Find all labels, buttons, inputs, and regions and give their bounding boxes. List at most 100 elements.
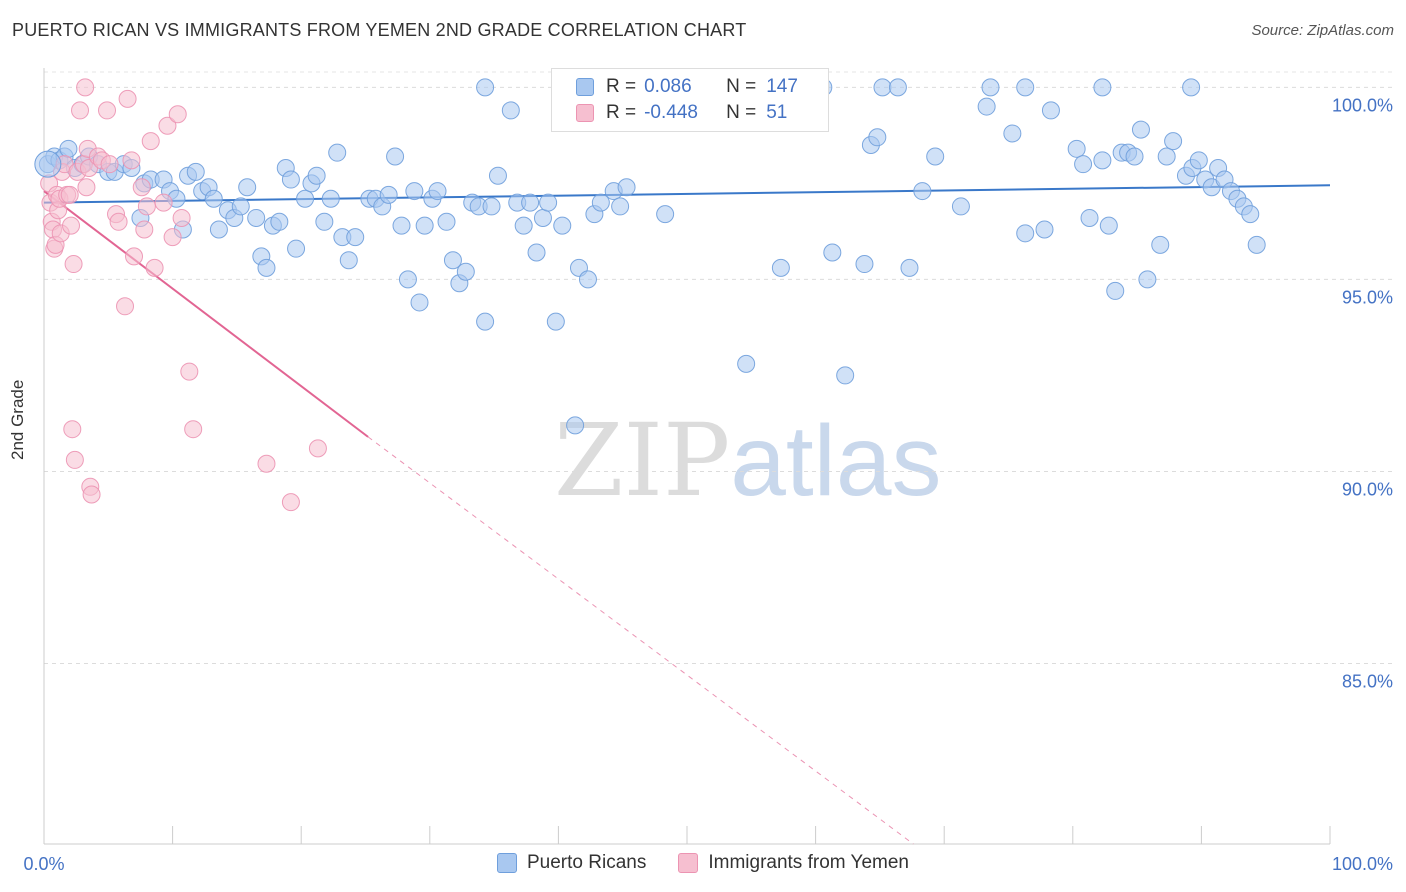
legend-label: Puerto Ricans	[527, 852, 647, 873]
x-tick-label: 0.0%	[23, 854, 64, 874]
puerto-rican-point	[1164, 132, 1183, 151]
puerto-rican-point	[913, 182, 932, 201]
y-tick-label: 90.0%	[1342, 479, 1393, 499]
puerto-rican-point	[1016, 224, 1035, 243]
y-tick-label: 100.0%	[1332, 95, 1393, 115]
puerto-rican-point	[456, 262, 475, 281]
y-tick-label: 95.0%	[1342, 287, 1393, 307]
yemen-point	[135, 220, 154, 239]
puerto-rican-point	[836, 366, 855, 385]
puerto-rican-point	[1041, 101, 1060, 120]
puerto-rican-point	[926, 147, 945, 166]
yemen-point	[64, 255, 83, 274]
puerto-rican-point	[656, 205, 675, 224]
puerto-rican-point	[346, 228, 365, 247]
trend-lines	[43, 184, 1331, 845]
puerto-rican-trend-line	[43, 184, 1331, 204]
puerto-rican-point	[34, 150, 62, 178]
puerto-rican-point	[1074, 155, 1093, 174]
puerto-rican-point	[270, 212, 289, 231]
puerto-rican-point	[533, 208, 552, 227]
yemen-point	[60, 185, 79, 204]
yemen-point	[172, 208, 191, 227]
puerto-rican-point	[287, 239, 306, 258]
stats-r-value: -0.448	[644, 102, 698, 123]
yemen-point	[109, 212, 128, 231]
legend-item-yemen: Immigrants from Yemen	[678, 852, 909, 874]
puerto-rican-point	[1093, 78, 1112, 97]
puerto-rican-point	[823, 243, 842, 262]
yemen-point	[62, 216, 81, 235]
axes	[43, 68, 1331, 845]
puerto-rican-point	[296, 189, 315, 208]
yemen-point	[77, 178, 96, 197]
chart-title: PUERTO RICAN VS IMMIGRANTS FROM YEMEN 2N…	[12, 20, 747, 40]
puerto-rican-point	[611, 197, 630, 216]
puerto-rican-point	[1182, 78, 1201, 97]
puerto-rican-point	[553, 216, 572, 235]
puerto-rican-point	[888, 78, 907, 97]
puerto-rican-point	[415, 216, 434, 235]
yemen-point	[158, 116, 177, 135]
puerto-rican-point	[855, 255, 874, 274]
stats-n-value: 51	[766, 102, 788, 123]
puerto-rican-point	[1067, 139, 1086, 158]
puerto-rican-point	[539, 193, 558, 212]
yemen-point	[168, 105, 187, 124]
yemen-point	[118, 89, 137, 108]
puerto-rican-point	[1093, 151, 1112, 170]
stats-row-puerto-ricans: R = 0.086 N = 147	[576, 75, 798, 99]
yemen-point	[154, 193, 173, 212]
yemen-trend-extension	[367, 436, 914, 845]
puerto-rican-point	[1080, 208, 1099, 227]
puerto-rican-point	[488, 166, 507, 185]
puerto-rican-point	[900, 258, 919, 277]
stats-n-label: N =	[726, 102, 757, 123]
puerto-rican-point	[321, 189, 340, 208]
puerto-rican-point	[443, 251, 462, 270]
puerto-rican-point	[527, 243, 546, 262]
yemen-point	[98, 101, 117, 120]
puerto-rican-point	[521, 193, 540, 212]
puerto-rican-point	[1106, 281, 1125, 300]
puerto-rican-point	[617, 178, 636, 197]
puerto-rican-point	[868, 128, 887, 147]
yemen-point	[281, 493, 300, 512]
puerto-rican-point	[379, 185, 398, 204]
yemen-point	[63, 420, 82, 439]
puerto-rican-point	[1138, 270, 1157, 289]
puerto-rican-point	[392, 216, 411, 235]
yemen-point	[65, 450, 84, 469]
puerto-rican-point	[238, 178, 257, 197]
puerto-rican-point	[247, 208, 266, 227]
puerto-rican-point	[59, 139, 78, 158]
yemen-point	[125, 247, 144, 266]
yemen-point	[145, 258, 164, 277]
yemen-point	[137, 197, 156, 216]
puerto-rican-point	[209, 220, 228, 239]
yemen-point	[308, 439, 327, 458]
legend-swatch-blue	[497, 853, 517, 873]
puerto-rican-point	[1157, 147, 1176, 166]
puerto-rican-point	[873, 78, 892, 97]
yemen-point	[116, 297, 135, 316]
tick-labels: 100.0% 95.0% 90.0% 85.0% 0.0% 100.0%	[23, 95, 1393, 874]
watermark-atlas: atlas	[730, 405, 942, 517]
data-points	[34, 78, 1266, 512]
watermark: ZIPatlas	[554, 402, 942, 519]
yemen-point	[132, 178, 151, 197]
yemen-point	[180, 362, 199, 381]
puerto-rican-point	[501, 101, 520, 120]
stats-swatch-blue	[576, 78, 594, 96]
puerto-rican-point	[591, 193, 610, 212]
yemen-point	[100, 155, 119, 174]
y-tick-label: 85.0%	[1342, 671, 1393, 691]
stats-r-label: R =	[606, 76, 637, 97]
puerto-rican-point	[951, 197, 970, 216]
puerto-rican-point	[737, 354, 756, 373]
puerto-rican-point	[977, 97, 996, 116]
puerto-rican-point	[1151, 235, 1170, 254]
stats-r-label: R =	[606, 102, 637, 123]
puerto-rican-point	[1131, 120, 1150, 139]
